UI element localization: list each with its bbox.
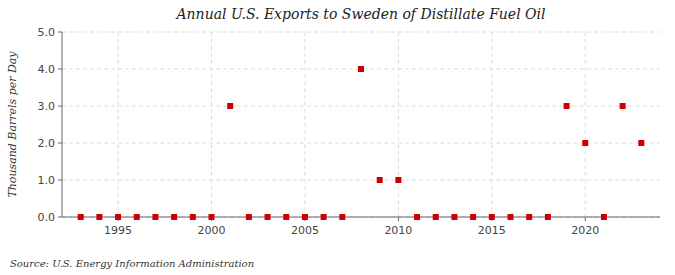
tick-label: 0.0 — [38, 211, 56, 224]
tick-mark — [58, 69, 62, 70]
title: Annual U.S. Exports to Sweden of Distill… — [174, 6, 545, 22]
point — [414, 214, 420, 220]
point — [451, 214, 457, 220]
tick-label: 2005 — [291, 224, 319, 237]
point — [96, 214, 102, 220]
grid-line — [491, 32, 492, 217]
point — [265, 214, 271, 220]
point — [377, 177, 383, 183]
grid-line — [62, 32, 660, 33]
y-axis — [62, 32, 63, 217]
point — [302, 214, 308, 220]
tick-label: 4.0 — [38, 63, 56, 76]
tick-label: 3.0 — [38, 100, 56, 113]
point — [227, 103, 233, 109]
tick-label: 2.0 — [38, 137, 56, 150]
tick-mark — [58, 106, 62, 107]
tick-label: 5.0 — [38, 26, 56, 39]
tick-label: 2000 — [198, 224, 226, 237]
grid-line — [304, 32, 305, 217]
grid-line — [585, 32, 586, 217]
point — [564, 103, 570, 109]
point — [526, 214, 532, 220]
grid-line — [62, 143, 660, 144]
grid-line — [211, 32, 212, 217]
point — [638, 140, 644, 146]
tick-mark — [585, 217, 586, 221]
grid-line — [62, 180, 660, 181]
source: Source: U.S. Energy Information Administ… — [10, 258, 254, 269]
point — [246, 214, 252, 220]
point — [321, 214, 327, 220]
tick-mark — [58, 143, 62, 144]
tick-label: 2015 — [478, 224, 506, 237]
point — [115, 214, 121, 220]
point — [358, 66, 364, 72]
grid-line — [62, 106, 660, 107]
point — [339, 214, 345, 220]
x-axis — [62, 217, 660, 218]
point — [395, 177, 401, 183]
grid-line — [62, 217, 660, 218]
tick-mark — [58, 32, 62, 33]
grid-line — [118, 32, 119, 217]
tick-label: 1995 — [104, 224, 132, 237]
point — [601, 214, 607, 220]
point — [78, 214, 84, 220]
point — [433, 214, 439, 220]
point — [620, 103, 626, 109]
point — [152, 214, 158, 220]
tick-mark — [58, 180, 62, 181]
y-axis-label: Thousand Barrels per Day — [6, 51, 19, 198]
tick-label: 1.0 — [38, 174, 56, 187]
point — [545, 214, 551, 220]
point — [283, 214, 289, 220]
tick-mark — [398, 217, 399, 221]
point — [209, 214, 215, 220]
point — [134, 214, 140, 220]
chart: 0.0 1.0 2.0 3.0 4.0 5.0 1995 2000 2005 2010 2015 20… — [0, 0, 675, 275]
point — [508, 214, 514, 220]
point — [582, 140, 588, 146]
tick-label: 2010 — [384, 224, 412, 237]
tick-label: 2020 — [571, 224, 599, 237]
point — [171, 214, 177, 220]
grid-line — [398, 32, 399, 217]
point — [489, 214, 495, 220]
point — [190, 214, 196, 220]
points — [78, 66, 645, 220]
grid — [62, 32, 660, 217]
tick-mark — [58, 217, 62, 218]
point — [470, 214, 476, 220]
